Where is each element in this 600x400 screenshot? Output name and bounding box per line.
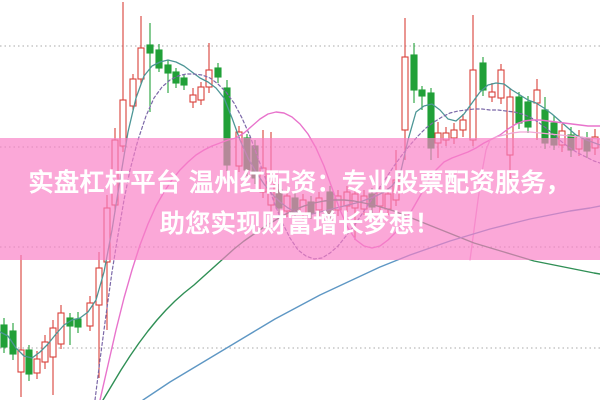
candle-down <box>146 44 154 54</box>
candle-up <box>86 302 94 327</box>
candle-down <box>524 101 532 128</box>
candle-up <box>488 91 496 98</box>
candle-down <box>0 324 8 348</box>
candle-down <box>479 62 487 91</box>
promo-banner-line-1: 实盘杠杆平台 温州红配资：专业股票配资服务， <box>28 169 572 197</box>
candle-up <box>189 94 197 103</box>
candle-up <box>533 89 541 104</box>
promo-banner-line-2: 助您实现财富增长梦想！ <box>159 210 441 238</box>
candle-up <box>401 56 409 131</box>
promo-banner: 实盘杠杆平台 温州红配资：专业股票配资服务， 助您实现财富增长梦想！ <box>0 138 600 260</box>
candle-down <box>155 49 163 69</box>
candle-up <box>450 129 458 139</box>
candle-down <box>515 96 523 124</box>
candle-down <box>74 318 82 328</box>
candle-up <box>33 358 41 374</box>
candle-down <box>164 64 172 74</box>
candle-down <box>410 54 418 91</box>
candle-down <box>418 89 426 97</box>
candle-down <box>214 67 222 78</box>
candle-down <box>180 77 188 86</box>
candle-up <box>459 119 467 131</box>
candle-up <box>205 69 213 88</box>
candle-up <box>17 349 25 373</box>
candle-down <box>172 71 180 84</box>
candle-up <box>129 78 137 107</box>
candle-up <box>197 86 205 101</box>
candle-up <box>137 47 145 80</box>
candle-up <box>95 267 103 306</box>
candle-up <box>49 327 57 358</box>
candle-up <box>41 341 49 363</box>
candle-down <box>25 349 33 375</box>
